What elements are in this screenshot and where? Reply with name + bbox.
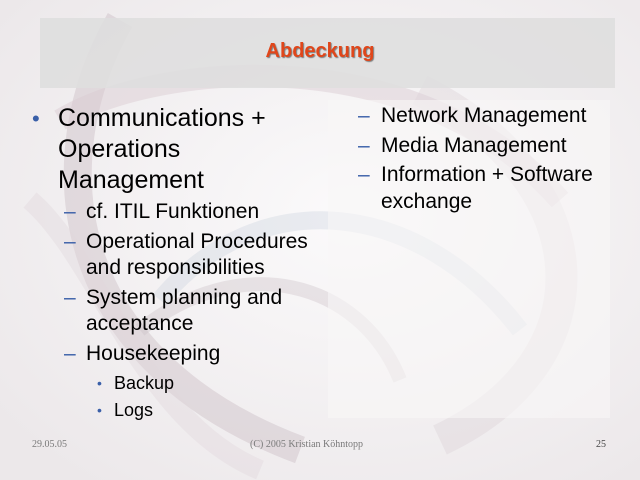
footer-page-number: 25 <box>596 439 606 450</box>
slide-title: Abdeckung <box>265 40 375 62</box>
dash-bullet-icon: – <box>358 163 370 186</box>
sub-sub-bullet-item: • Logs <box>32 399 322 421</box>
footer-date: 29.05.05 <box>32 439 67 450</box>
left-bullet-column: • Communications + Operations Management… <box>32 103 322 421</box>
bullet-text: Logs <box>114 400 154 420</box>
sub-bullet-item: – Network Management <box>358 103 618 130</box>
title-bar <box>40 18 615 88</box>
bullet-dot-icon: • <box>97 375 102 391</box>
dash-bullet-icon: – <box>64 341 76 365</box>
sub-sub-bullet-item: • Backup <box>32 372 322 394</box>
sub-bullet-item: – System planning and acceptance <box>32 285 322 338</box>
bullet-text: Housekeeping <box>86 341 221 365</box>
bullet-text: cf. ITIL Funktionen <box>86 200 260 223</box>
bullet-text: System planning and acceptance <box>86 285 283 336</box>
dash-bullet-icon: – <box>64 285 76 309</box>
dash-bullet-icon: – <box>358 104 370 127</box>
sub-bullet-item: – Media Management <box>358 133 618 160</box>
dash-bullet-icon: – <box>64 229 76 253</box>
dash-bullet-icon: – <box>358 133 370 157</box>
bullet-item: • Communications + Operations Management <box>32 103 322 196</box>
right-bullet-column: – Network Management – Media Management … <box>358 100 618 215</box>
sub-bullet-item: – cf. ITIL Funktionen <box>32 199 322 226</box>
bullet-text: Information + Software exchange <box>381 163 593 213</box>
dash-bullet-icon: – <box>64 200 76 223</box>
bullet-text: Operational Procedures and responsibilit… <box>86 229 308 280</box>
footer-copyright: (C) 2005 Kristian Köhntopp <box>250 439 364 450</box>
right-column-panel <box>328 100 610 418</box>
bullet-dot-icon: • <box>97 402 102 418</box>
sub-bullet-item: – Housekeeping <box>32 341 322 368</box>
sub-bullet-item: – Information + Software exchange <box>358 162 618 215</box>
bullet-text: Network Management <box>381 104 587 127</box>
sub-bullet-item: – Operational Procedures and responsibil… <box>32 229 322 282</box>
bullet-text: Media Management <box>381 133 567 157</box>
bullet-text: Communications + Operations Management <box>58 104 266 194</box>
bullet-text: Backup <box>114 373 175 393</box>
bullet-dot-icon: • <box>32 106 40 131</box>
